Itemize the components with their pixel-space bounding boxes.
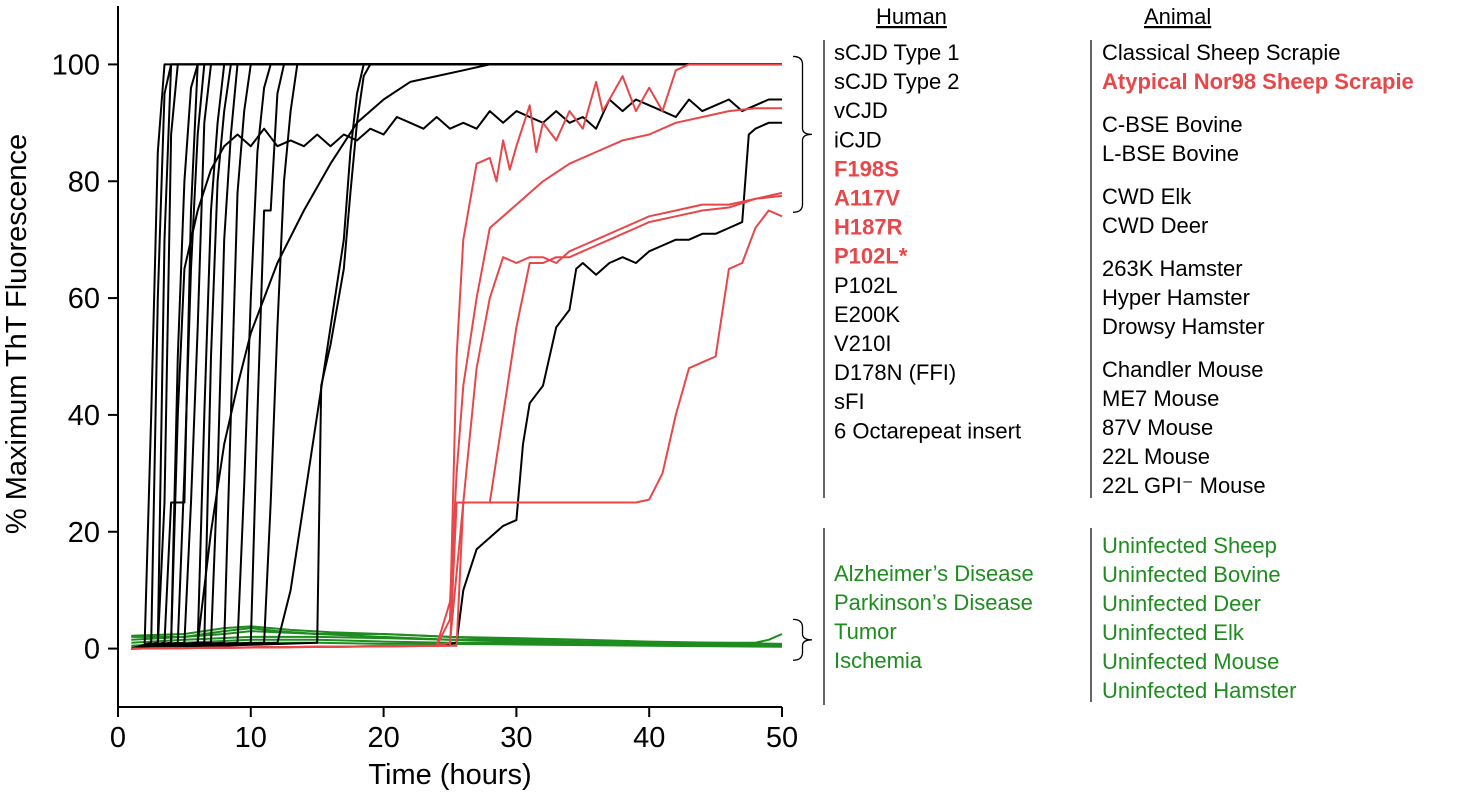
legend-human-item: sCJD Type 2	[834, 69, 960, 94]
legend-animal-header: Animal	[1144, 4, 1211, 29]
x-tick-label: 50	[766, 722, 798, 754]
legend-animal-item: CWD Elk	[1102, 184, 1192, 209]
legend-animal-item: ME7 Mouse	[1102, 386, 1219, 411]
legend-animal-item: L-BSE Bovine	[1102, 141, 1239, 166]
series-line-black-18	[131, 98, 782, 650]
x-tick-label: 10	[235, 722, 267, 754]
legend: Human Animal sCJD Type 1 sCJD Type 2 vCJD i…	[792, 4, 1414, 705]
y-tick-label: 80	[68, 166, 100, 198]
legend-animal-item: 87V Mouse	[1102, 415, 1213, 440]
legend-animal-item: C-BSE Bovine	[1102, 112, 1243, 137]
series-line-red-21	[131, 107, 782, 650]
legend-human-item: E200K	[834, 302, 900, 327]
legend-animal-item: 22L Mouse	[1102, 444, 1210, 469]
x-axis-title: Time (hours)	[368, 759, 531, 791]
legend-animal-item: 263K Hamster	[1102, 256, 1243, 281]
y-tick-label: 100	[52, 49, 100, 81]
series-line-black-7	[131, 63, 782, 650]
series-line-black-19	[131, 121, 782, 650]
series-line-red-24	[131, 209, 783, 650]
series-line-black-13	[131, 63, 782, 650]
y-tick-label: 60	[68, 283, 100, 315]
legend-human-negative: Alzheimer’s Disease Parkinson’s Disease Tu…	[834, 561, 1034, 673]
y-axis-title: % Maximum ThT Fluorescence	[1, 134, 33, 534]
legend-animal-item: Chandler Mouse	[1102, 357, 1263, 382]
series-line-red-22	[131, 194, 783, 650]
legend-brackets	[792, 40, 1092, 705]
y-tick-label: 40	[68, 400, 100, 432]
series-line-red-20	[131, 63, 782, 650]
legend-human-item: sCJD Type 1	[834, 40, 960, 65]
legend-animal-positive: Classical Sheep Scrapie Atypical Nor98 Sh…	[1102, 40, 1414, 498]
y-tick-label: 20	[68, 517, 100, 549]
legend-animal-item: Classical Sheep Scrapie	[1102, 40, 1340, 65]
legend-animal-negative-item: Uninfected Hamster	[1102, 678, 1296, 703]
series-line-black-15	[131, 63, 782, 650]
series-line-black-17	[131, 63, 782, 650]
x-tick-label: 40	[633, 722, 665, 754]
legend-animal-item: Atypical Nor98 Sheep Scrapie	[1102, 69, 1414, 94]
legend-animal-item: 22L GPI⁻ Mouse	[1102, 473, 1266, 498]
legend-animal-item: CWD Deer	[1102, 213, 1208, 238]
legend-animal-negative-item: Uninfected Deer	[1102, 591, 1261, 616]
legend-human-item: iCJD	[834, 127, 882, 152]
legend-animal-negative-item: Uninfected Sheep	[1102, 533, 1277, 558]
legend-animal-negative-item: Uninfected Bovine	[1102, 562, 1281, 587]
brace-positive-range	[792, 55, 813, 213]
x-tick-label: 20	[367, 722, 399, 754]
legend-human-item: P102L	[834, 273, 898, 298]
legend-human-item: P102L*	[834, 244, 908, 269]
legend-human-negative-item: Parkinson’s Disease	[834, 590, 1033, 615]
legend-human-item: sFI	[834, 389, 865, 414]
legend-human-item: V210I	[834, 331, 892, 356]
x-tick-label: 30	[500, 722, 532, 754]
series-line-black-12	[131, 63, 782, 650]
legend-human-negative-item: Tumor	[834, 619, 897, 644]
legend-human-item: F198S	[834, 156, 899, 181]
legend-animal-negative: Uninfected Sheep Uninfected Bovine Uninfec…	[1102, 533, 1296, 703]
axes	[117, 6, 782, 708]
legend-human-positive: sCJD Type 1 sCJD Type 2 vCJD iCJD F198S A117V…	[834, 40, 1021, 443]
legend-human-header: Human	[876, 4, 947, 29]
series-line-black-16	[131, 63, 782, 650]
legend-human-negative-item: Ischemia	[834, 648, 923, 673]
series-layer	[131, 63, 783, 650]
tick-marks: 0 20 40 60 80 100 0 10 20 30 40 50	[52, 49, 799, 754]
brace-negative-range	[792, 618, 813, 661]
y-tick-label: 0	[84, 634, 100, 666]
legend-human-item: H187R	[834, 215, 903, 240]
legend-human-item: vCJD	[834, 98, 888, 123]
legend-animal-negative-item: Uninfected Elk	[1102, 620, 1245, 645]
legend-animal-item: Drowsy Hamster	[1102, 314, 1265, 339]
legend-animal-negative-item: Uninfected Mouse	[1102, 649, 1279, 674]
legend-human-negative-item: Alzheimer’s Disease	[834, 561, 1034, 586]
legend-animal-item: Hyper Hamster	[1102, 285, 1250, 310]
legend-human-item: 6 Octarepeat insert	[834, 418, 1021, 443]
legend-human-item: A117V	[834, 186, 900, 211]
x-tick-label: 0	[110, 722, 126, 754]
legend-human-item: D178N (FFI)	[834, 360, 956, 385]
